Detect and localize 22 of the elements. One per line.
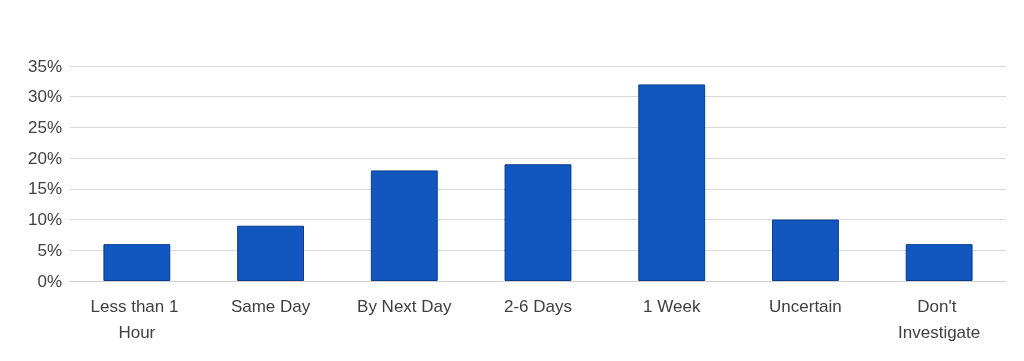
bar [905,244,973,281]
x-tick-label: Same Day [230,296,311,316]
x-tick-label: Less than 1 Hour [90,296,184,342]
y-tick-label: 10% [27,210,62,230]
x-tick-label: 1 Week [643,296,701,316]
bar [638,84,706,281]
x-tick-label: By Next Day [357,296,453,316]
y-tick-label: 35% [27,56,62,76]
y-tick-label: 5% [37,240,62,260]
y-tick-label: 20% [27,148,62,168]
x-tick-label: 2-6 Days [503,296,573,316]
bar [370,170,438,281]
y-tick-label: 30% [27,87,62,107]
bar [772,219,839,281]
y-tick-label: 15% [27,179,62,199]
y-tick-label: 0% [37,271,62,291]
x-tick-label: Don't Investigate [898,296,981,342]
bar [103,244,171,281]
bar [504,164,572,281]
x-tick-label: Uncertain [769,296,842,316]
y-tick-label: 25% [27,117,62,137]
bar [237,225,304,281]
